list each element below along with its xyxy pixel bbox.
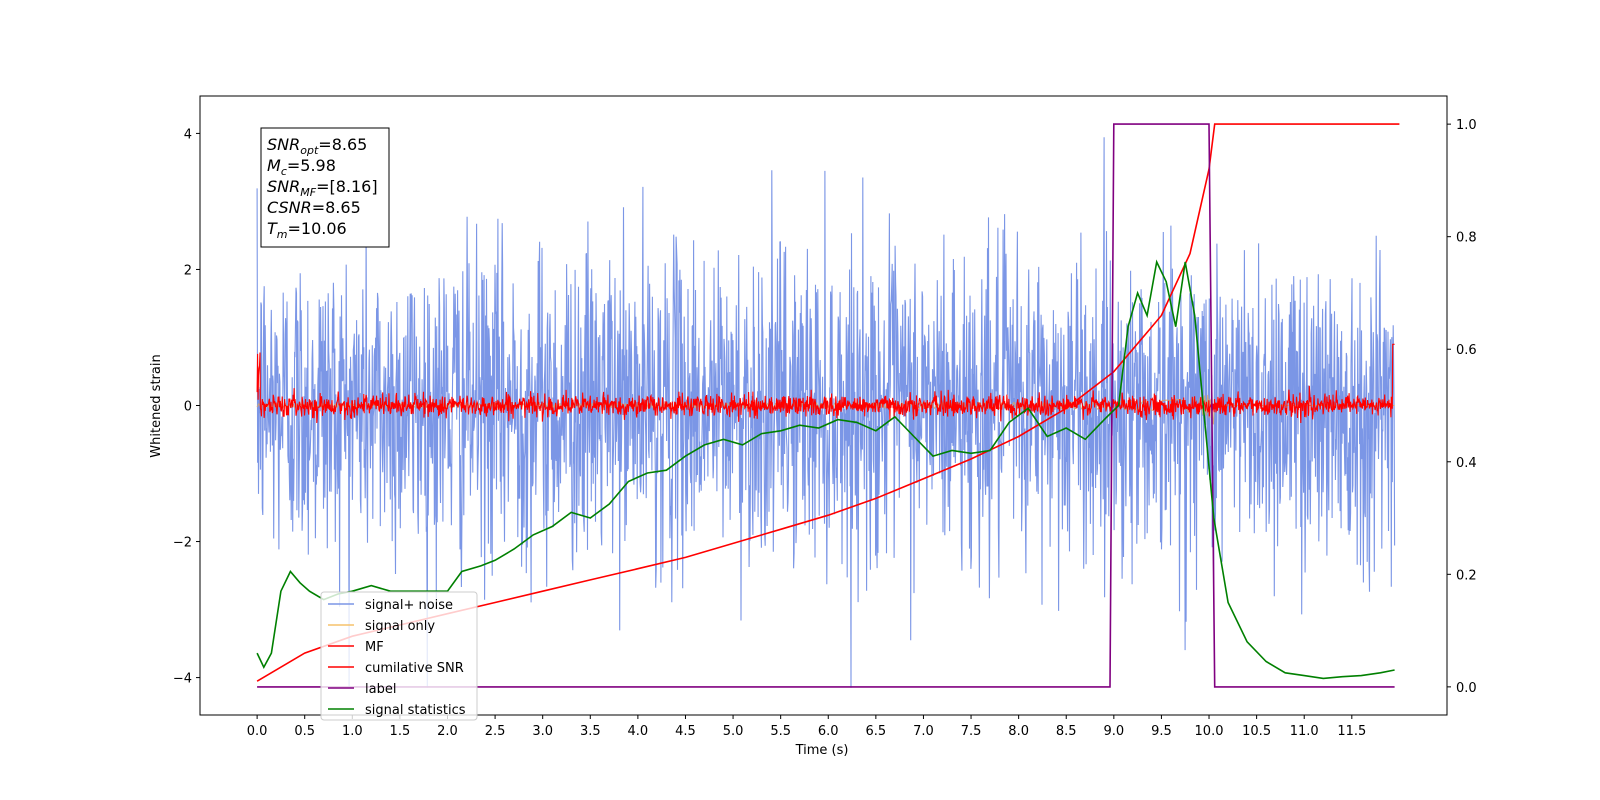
x-tick-label: 3.5 [580,724,601,739]
y-tick-label: −2 [173,536,192,551]
x-tick-label: 5.5 [770,724,791,739]
legend-label: MF [365,640,384,655]
x-tick-label: 8.5 [1056,724,1077,739]
x-tick-label: 8.0 [1008,724,1029,739]
x-tick-label: 2.0 [437,724,458,739]
x-tick-label: 4.0 [628,724,649,739]
legend-frame [320,591,478,721]
axes: 0.0 0.5 1.0 1.5 2.0 2.5 3.0 3.5 4.0 4.5 5.0 5.5 6.0 6… [173,118,1477,739]
legend-label: cumilative SNR [365,661,464,676]
y-tick-label: 0 [184,400,192,415]
y2-tick-label: 0.8 [1456,231,1477,246]
x-tick-label: 5.0 [723,724,744,739]
y-tick-label: 2 [184,263,192,278]
x-tick-label: 3.0 [532,724,553,739]
y-tick-label: −4 [173,672,192,687]
series-signal-noise [256,137,1396,688]
info-line: SNRopt=8.65 [267,135,367,157]
legend-label: signal only [365,619,435,634]
y2-tick-label: 0.0 [1456,681,1477,696]
y2-tick-label: 0.2 [1456,568,1477,583]
y2-tick-label: 0.4 [1456,456,1477,471]
info-line: Mc=5.98 [267,156,336,178]
series-mf [256,343,1395,424]
x-tick-label: 11.0 [1290,724,1319,739]
series-signal-statistics [256,259,1395,680]
y-axis-label: Whitened strain [149,354,164,457]
info-line: Tm=10.06 [267,219,347,241]
x-tick-label: 6.0 [818,724,839,739]
info-line: CSNR=8.65 [267,198,361,217]
legend-label: signal statistics [365,703,466,718]
x-tick-label: 0.5 [294,724,315,739]
y2-tick-label: 1.0 [1456,118,1477,133]
x-tick-label: 1.5 [390,724,411,739]
y-tick-label: 4 [184,127,192,142]
x-tick-label: 9.0 [1103,724,1124,739]
series-label [257,123,1395,688]
x-tick-label: 6.5 [866,724,887,739]
legend-label: label [365,682,396,697]
x-tick-label: 0.0 [247,724,268,739]
x-tick-label: 1.0 [342,724,363,739]
x-tick-label: 4.5 [675,724,696,739]
legend: signal+ noise signal only MF cumilative SNR… [320,591,478,721]
x-tick-label: 2.5 [485,724,506,739]
info-box-frame [260,127,390,248]
x-tick-label: 11.5 [1337,724,1366,739]
y2-tick-label: 0.6 [1456,343,1477,358]
x-axis-label: Time (s) [795,743,849,758]
x-tick-label: 7.0 [913,724,934,739]
x-tick-label: 10.5 [1242,724,1271,739]
legend-label: signal+ noise [365,598,453,613]
info-line: SNRMF=[8.16] [267,177,378,199]
x-tick-label: 10.0 [1195,724,1224,739]
x-tick-label: 7.5 [961,724,982,739]
x-tick-label: 9.5 [1151,724,1172,739]
